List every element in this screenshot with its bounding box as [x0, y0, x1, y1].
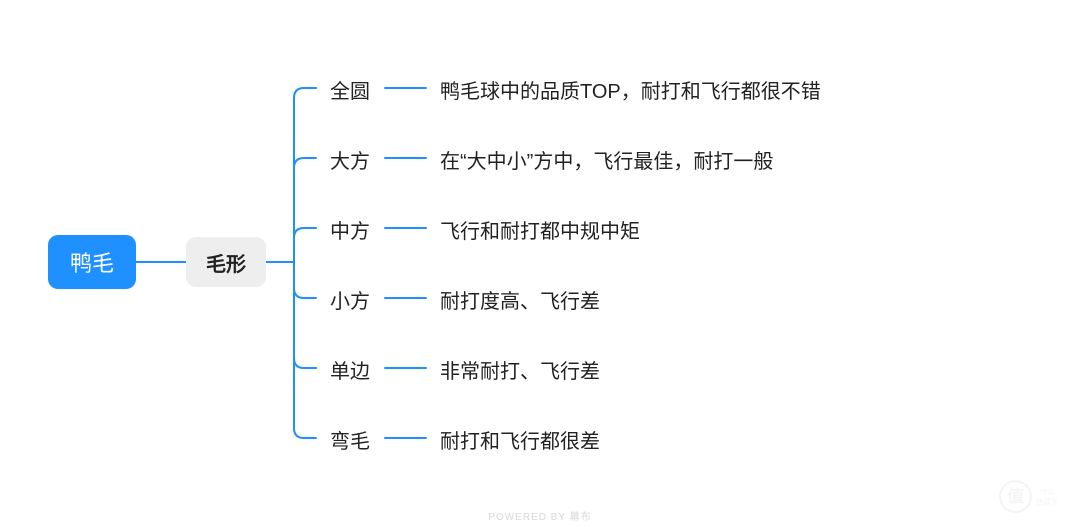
leaf-desc: 鸭毛球中的品质TOP，耐打和飞行都很不错: [440, 75, 821, 104]
leaf-name: 中方: [330, 215, 370, 244]
sub-node: 毛形: [186, 237, 266, 287]
leaf-desc: 在“大中小”方中，飞行最佳，耐打一般: [440, 145, 773, 174]
leaf-desc: 耐打度高、飞行差: [440, 285, 600, 314]
svg-text:值: 值: [1007, 486, 1024, 506]
leaf-name: 弯毛: [330, 425, 370, 454]
root-label: 鸭毛: [70, 246, 114, 278]
watermark-smzdm: 值 什么 值得买: [998, 477, 1068, 517]
root-node: 鸭毛: [48, 235, 136, 289]
leaf-name: 小方: [330, 285, 370, 314]
leaf-desc: 非常耐打、飞行差: [440, 355, 600, 384]
svg-text:什么: 什么: [1039, 486, 1055, 496]
sub-label: 毛形: [206, 248, 246, 277]
leaf-desc: 飞行和耐打都中规中矩: [440, 215, 640, 244]
leaf-name: 大方: [330, 145, 370, 174]
leaf-name: 全圆: [330, 75, 370, 104]
svg-text:值得买: 值得买: [1035, 497, 1058, 507]
footer-powered-by: POWERED BY 幕布: [0, 508, 1080, 523]
leaf-name: 单边: [330, 355, 370, 384]
leaf-desc: 耐打和飞行都很差: [440, 425, 600, 454]
